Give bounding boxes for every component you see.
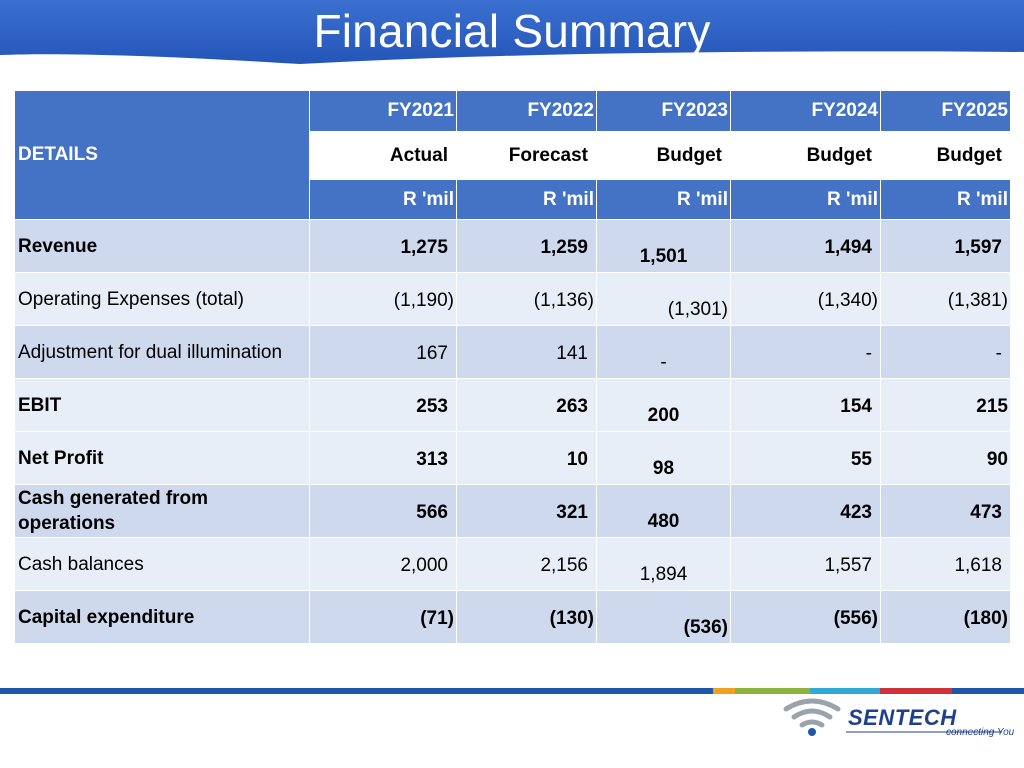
cell-value: 154 — [731, 379, 881, 432]
footer-stripe-green — [735, 688, 810, 694]
table-row-revenue: Revenue 1,275 1,259 1,501 1,494 1,597 — [15, 220, 1011, 273]
header-type: Budget — [881, 132, 1011, 180]
cell-value: (1,136) — [457, 273, 597, 326]
table-row-cash-generated: Cash generated from operations 566 321 4… — [15, 485, 1011, 538]
header-year-row: DETAILS FY2021 FY2022 FY2023 FY2024 FY20… — [15, 91, 1011, 220]
header-year: FY2025 — [881, 91, 1011, 132]
cell-value: - — [731, 326, 881, 379]
cell-value: 90 — [881, 432, 1011, 485]
cell-value: 1,618 — [881, 538, 1011, 591]
header-unit: R 'mil — [597, 180, 731, 220]
row-label: Capital expenditure — [15, 591, 310, 644]
table-row-adjustment: Adjustment for dual illumination 167 141… — [15, 326, 1011, 379]
cell-value: 1,501 — [597, 220, 731, 273]
cell-value: 1,894 — [597, 538, 731, 591]
table-row-net-profit: Net Profit 313 10 98 55 90 — [15, 432, 1011, 485]
cell-value: 1,275 — [310, 220, 457, 273]
cell-value: (1,381) — [881, 273, 1011, 326]
sentech-logo — [783, 698, 1002, 736]
cell-value: 2,000 — [310, 538, 457, 591]
cell-value: 98 — [597, 432, 731, 485]
header-unit-row: R 'mil R 'mil R 'mil R 'mil R 'mil — [15, 180, 1011, 220]
header-unit: R 'mil — [310, 180, 457, 220]
footer-stripe-cyan — [810, 688, 880, 694]
cell-value: 1,597 — [881, 220, 1011, 273]
cell-value: 2,156 — [457, 538, 597, 591]
title-banner: Financial Summary — [0, 0, 1024, 64]
cell-value: (71) — [310, 591, 457, 644]
cell-value: 167 — [310, 326, 457, 379]
cell-value: - — [881, 326, 1011, 379]
header-type-row: Actual Forecast Budget Budget Budget — [15, 132, 1011, 180]
details-header: DETAILS — [15, 91, 310, 220]
cell-value: 200 — [597, 379, 731, 432]
header-type: Actual — [310, 132, 457, 180]
header-year: FY2024 — [731, 91, 881, 132]
logo-tagline: connecting You — [946, 727, 1015, 738]
row-label: EBIT — [15, 379, 310, 432]
cell-value: 473 — [881, 485, 1011, 538]
table-row-ebit: EBIT 253 263 200 154 215 — [15, 379, 1011, 432]
footer-stripe-blue-end — [952, 688, 1024, 694]
page-title: Financial Summary — [313, 5, 711, 57]
cell-value: 215 — [881, 379, 1011, 432]
cell-value: (1,301) — [597, 273, 731, 326]
financial-summary-table: DETAILS FY2021 FY2022 FY2023 FY2024 FY20… — [15, 91, 1011, 644]
cell-value: (556) — [731, 591, 881, 644]
cell-value: 566 — [310, 485, 457, 538]
cell-value: - — [597, 326, 731, 379]
row-label: Cash generated from operations — [15, 485, 310, 538]
row-label: Operating Expenses (total) — [15, 273, 310, 326]
table-row-capex: Capital expenditure (71) (130) (536) (55… — [15, 591, 1011, 644]
footer-stripe-blue — [0, 688, 713, 694]
cell-value: (130) — [457, 591, 597, 644]
cell-value: 321 — [457, 485, 597, 538]
header-type: Budget — [731, 132, 881, 180]
cell-value: (1,190) — [310, 273, 457, 326]
cell-value: 480 — [597, 485, 731, 538]
cell-value: 253 — [310, 379, 457, 432]
header-type: Forecast — [457, 132, 597, 180]
row-label: Revenue — [15, 220, 310, 273]
cell-value: 141 — [457, 326, 597, 379]
cell-value: 55 — [731, 432, 881, 485]
cell-value: 1,494 — [731, 220, 881, 273]
table-row-operating-expenses: Operating Expenses (total) (1,190) (1,13… — [15, 273, 1011, 326]
row-label: Cash balances — [15, 538, 310, 591]
header-unit: R 'mil — [731, 180, 881, 220]
header-year: FY2022 — [457, 91, 597, 132]
row-label: Adjustment for dual illumination — [15, 326, 310, 379]
cell-value: 263 — [457, 379, 597, 432]
cell-value: (536) — [597, 591, 731, 644]
header-type: Budget — [597, 132, 731, 180]
table-row-cash-balances: Cash balances 2,000 2,156 1,894 1,557 1,… — [15, 538, 1011, 591]
footer-stripe-red — [880, 688, 952, 694]
cell-value: 423 — [731, 485, 881, 538]
cell-value: (180) — [881, 591, 1011, 644]
logo-wordmark: SENTECH — [848, 705, 957, 730]
cell-value: (1,340) — [731, 273, 881, 326]
row-label: Net Profit — [15, 432, 310, 485]
footer-stripe-orange — [713, 688, 735, 694]
header-unit: R 'mil — [881, 180, 1011, 220]
cell-value: 10 — [457, 432, 597, 485]
cell-value: 1,557 — [731, 538, 881, 591]
header-unit: R 'mil — [457, 180, 597, 220]
header-year: FY2021 — [310, 91, 457, 132]
cell-value: 1,259 — [457, 220, 597, 273]
header-year: FY2023 — [597, 91, 731, 132]
cell-value: 313 — [310, 432, 457, 485]
banner-shape — [0, 0, 1024, 64]
